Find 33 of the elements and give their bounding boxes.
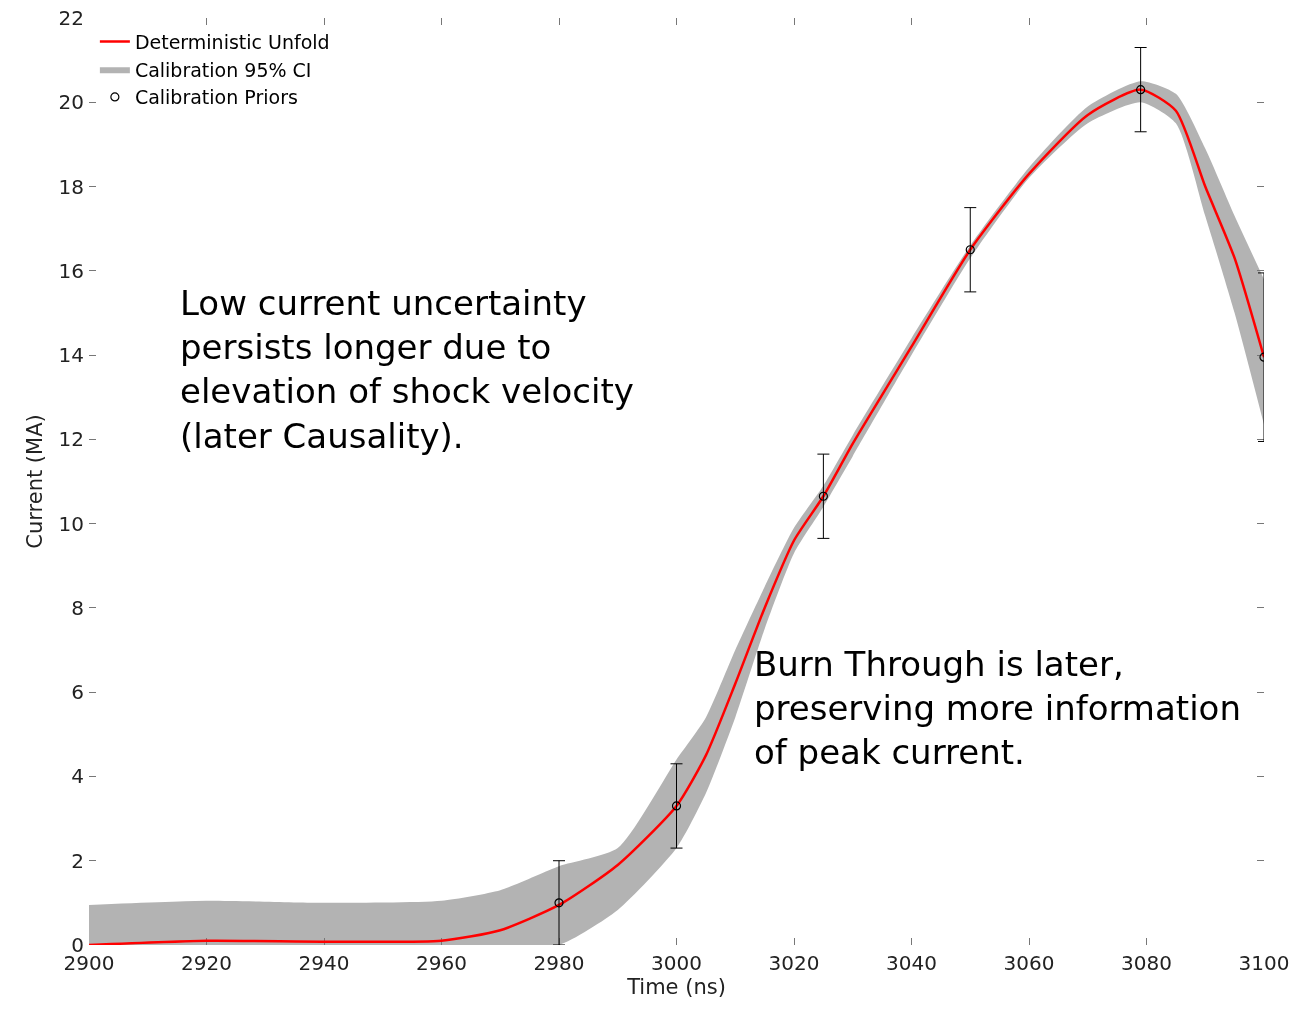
- annotation: Low current uncertainty persists longer due to elevation of shock velocity (later Causality).: [180, 283, 634, 456]
- legend-label: Calibration Priors: [134, 86, 298, 109]
- y-tick-label: 2: [71, 848, 84, 873]
- x-tick-label: 2960: [416, 951, 467, 975]
- y-tick-label: 4: [71, 764, 84, 789]
- x-axis-title: Time (ns): [626, 975, 726, 999]
- y-tick-label: 18: [58, 174, 84, 199]
- y-tick-label: 6: [71, 680, 84, 705]
- y-tick-label: 12: [58, 427, 84, 452]
- point: [554, 898, 564, 908]
- x-tick-label: 3060: [1003, 951, 1055, 975]
- annotation: Burn Through is later, preserving more information of peak current.: [754, 644, 1241, 773]
- x-tick-label: 3040: [886, 951, 937, 975]
- x-tick-label: 3100: [1238, 951, 1290, 975]
- point: [965, 245, 975, 255]
- point: [1136, 85, 1146, 95]
- y-tick-label: 14: [58, 343, 84, 368]
- y-tick-label: 8: [71, 595, 84, 620]
- x-tick-label: 3020: [768, 951, 820, 975]
- point: [671, 801, 682, 811]
- legend-label: Deterministic Unfold: [134, 30, 330, 53]
- x-tick-label: 2940: [298, 951, 350, 975]
- x-tick-label: 2920: [181, 951, 232, 975]
- point: [818, 491, 828, 501]
- y-tick-label: 16: [58, 258, 84, 283]
- y-tick-label: 10: [58, 511, 84, 536]
- y-axis-title: Current (MA): [22, 414, 47, 549]
- legend-label: Calibration 95% CI: [134, 58, 312, 81]
- x-tick-label: 2980: [533, 951, 585, 975]
- x-tick-label: 3000: [651, 951, 702, 975]
- y-tick-label: 22: [58, 6, 84, 30]
- y-tick-label: 20: [58, 90, 84, 115]
- x-tick-label: 3080: [1121, 951, 1172, 975]
